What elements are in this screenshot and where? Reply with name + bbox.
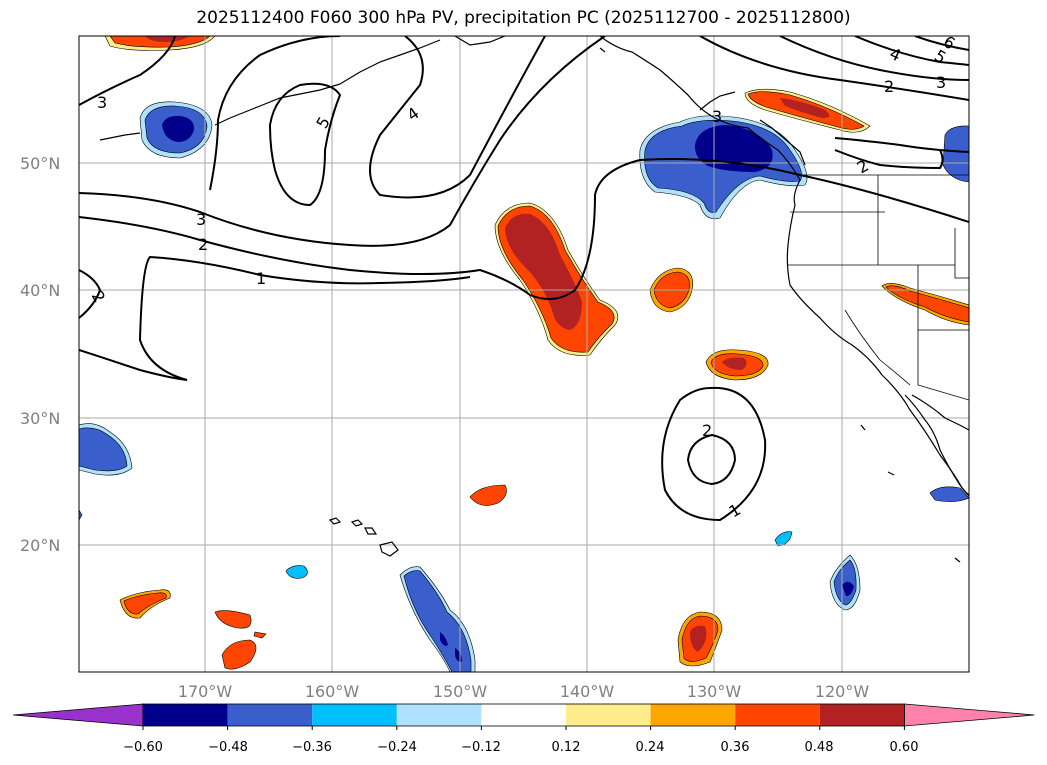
- longitude-labels: 170°W 160°W 150°W 140°W 130°W 120°W: [178, 682, 870, 701]
- colorbar-segment: [566, 704, 651, 726]
- colorbar-tick-label: −0.48: [208, 740, 248, 755]
- contour-label: 3: [97, 93, 107, 112]
- pv-contour-line: [834, 137, 969, 153]
- lon-label: 170°W: [178, 682, 233, 701]
- precip-negative-region: [942, 125, 969, 183]
- pv-contour-line: [699, 36, 969, 101]
- precip-negative-region: [929, 486, 969, 502]
- colorbar-extend-high: [904, 703, 1035, 727]
- colorbar-frame: [142, 703, 905, 727]
- pv-contours: [79, 36, 969, 522]
- colorbar-segment: [650, 704, 736, 726]
- coastlines: [99, 36, 969, 563]
- colorbar-tick-label: 0.12: [552, 740, 581, 755]
- precip-positive-region: [469, 484, 507, 506]
- lon-label: 120°W: [815, 682, 870, 701]
- contour-label: 2: [198, 235, 208, 254]
- colorbar-tick-label: 0.24: [636, 740, 665, 755]
- colorbar-segment: [143, 704, 228, 726]
- precip-positive-region: [214, 610, 252, 629]
- lat-label: 40°N: [20, 281, 60, 300]
- lon-label: 140°W: [560, 682, 615, 701]
- contour-label: 3: [196, 210, 206, 229]
- figure-title: 2025112400 F060 300 hPa PV, precipitatio…: [196, 8, 851, 28]
- contour-label: 2: [702, 421, 712, 440]
- colorbar-segment: [396, 704, 482, 726]
- pv-contour-line: [268, 82, 342, 207]
- pv-contour-line: [661, 386, 767, 522]
- colorbar-tick-label: −0.60: [123, 740, 163, 755]
- pv-contour-line: [209, 36, 546, 199]
- state-borders: [788, 174, 969, 401]
- colorbar-tick-label: 0.60: [890, 740, 919, 755]
- lat-label: 20°N: [20, 536, 60, 555]
- pv-contour-line: [138, 255, 471, 381]
- precip-negative-region: [285, 565, 308, 579]
- colorbar-tick-label: −0.12: [461, 740, 501, 755]
- latitude-labels: 50°N 40°N 30°N 20°N: [20, 154, 60, 555]
- lon-label: 130°W: [687, 682, 742, 701]
- colorbar-segment: [227, 704, 313, 726]
- pv-contour-line: [779, 36, 969, 81]
- colorbar-tick-label: −0.24: [377, 740, 417, 755]
- contour-label: 1: [256, 269, 266, 288]
- colorbar-tick-label: 0.36: [721, 740, 750, 755]
- graticule: [79, 36, 969, 672]
- pv-contour-line: [914, 36, 969, 51]
- colorbar: [12, 703, 1035, 730]
- colorbar-extend-low: [12, 703, 144, 727]
- pv-contour-line: [79, 36, 606, 247]
- pv-contour-line: [686, 433, 737, 486]
- lat-label: 50°N: [20, 154, 60, 173]
- colorbar-labels: −0.60 −0.48 −0.36 −0.24 −0.12 0.12 0.24 …: [123, 740, 918, 755]
- lat-label: 30°N: [20, 409, 60, 428]
- colorbar-segment: [735, 704, 820, 726]
- contour-label: 2: [884, 77, 894, 96]
- pv-contour-line: [79, 36, 176, 106]
- colorbar-segment: [819, 704, 905, 726]
- colorbar-tick-label: 0.48: [805, 740, 834, 755]
- colorbar-segment: [312, 704, 397, 726]
- pv-contour-line: [79, 158, 969, 300]
- lon-label: 150°W: [433, 682, 488, 701]
- map-background: [79, 36, 969, 672]
- pv-contour-line: [854, 36, 969, 66]
- pv-contour-line: [79, 269, 102, 319]
- colorbar-segment: [481, 704, 566, 726]
- pv-contour-line: [79, 349, 188, 381]
- colorbar-tick-label: −0.36: [292, 740, 332, 755]
- lon-label: 160°W: [305, 682, 360, 701]
- contour-label: 3: [936, 73, 946, 92]
- contour-label: 3: [712, 107, 722, 126]
- pv-contour-line: [834, 149, 944, 170]
- map-frame: [78, 35, 970, 673]
